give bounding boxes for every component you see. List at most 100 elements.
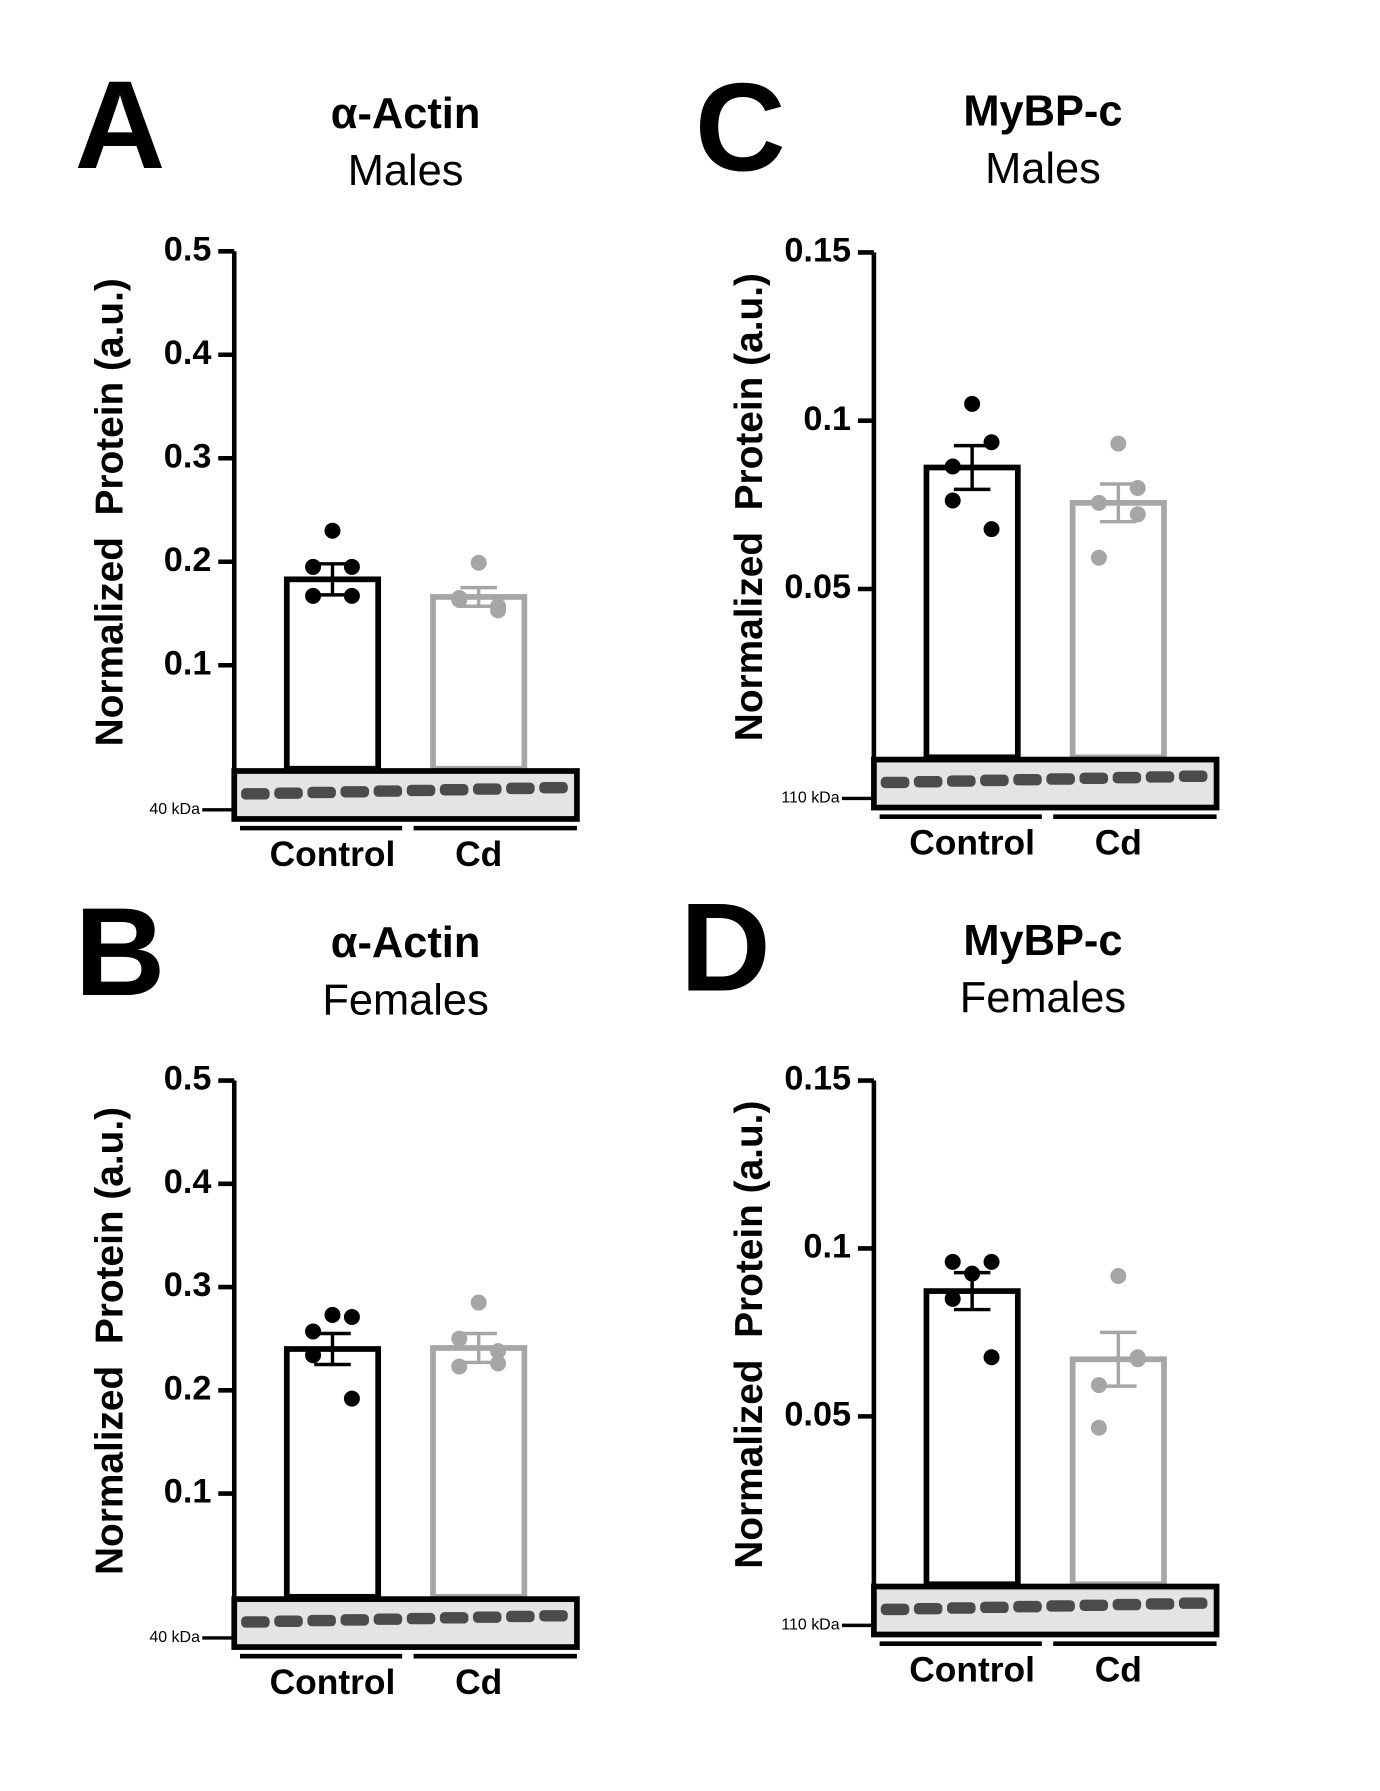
blot-band	[1145, 1598, 1175, 1610]
x-tick-label: Cd	[455, 1662, 502, 1702]
y-tick-label: 0.5	[164, 1060, 212, 1098]
panel-letter: D	[680, 876, 771, 1017]
data-point	[343, 1309, 360, 1325]
kda-label: 40 kDa	[149, 1629, 200, 1646]
data-point	[1129, 1351, 1146, 1368]
data-point	[490, 598, 507, 615]
blot-band	[946, 1602, 976, 1614]
panel-letter: A	[75, 54, 166, 195]
x-tick-label: Cd	[455, 834, 502, 874]
data-point	[1129, 480, 1146, 497]
data-point	[343, 1390, 360, 1407]
data-point	[451, 1358, 468, 1375]
blot-band	[340, 1614, 370, 1626]
bar	[1069, 499, 1167, 761]
blot-band	[472, 1611, 502, 1623]
data-point	[944, 1290, 961, 1307]
data-point	[305, 1323, 322, 1340]
bar	[283, 576, 382, 772]
x-tick-label: Control	[909, 823, 1035, 863]
data-point	[305, 1347, 322, 1364]
data-point	[944, 492, 961, 509]
chart-subtitle: Males	[348, 147, 464, 195]
data-point	[470, 1294, 487, 1311]
chart-title: α-Actin	[331, 90, 481, 138]
blot-band	[913, 1602, 943, 1615]
data-point	[490, 1355, 507, 1372]
y-tick-label: 0.3	[164, 437, 212, 475]
blot-band	[506, 1610, 535, 1623]
bar	[430, 594, 528, 772]
chart-subtitle: Females	[960, 974, 1126, 1022]
blot-band	[880, 1603, 910, 1616]
x-tick-label: Cd	[1095, 1650, 1142, 1690]
chart-title: MyBP-c	[963, 88, 1122, 136]
blot-band	[1112, 1598, 1142, 1611]
blot-band	[1178, 770, 1208, 782]
blot-band	[373, 785, 403, 797]
blot-band	[241, 1616, 270, 1628]
panel-letter: B	[75, 881, 166, 1022]
x-tick-label: Control	[270, 834, 396, 874]
blot-band	[1079, 1599, 1109, 1611]
bar	[923, 464, 1021, 761]
y-tick-label: 0.3	[164, 1266, 212, 1304]
y-tick-label: 0.2	[164, 541, 212, 579]
blot-band	[439, 1612, 469, 1624]
data-point	[1110, 435, 1127, 452]
data-point	[470, 554, 487, 571]
chart-subtitle: Males	[985, 145, 1101, 193]
blot-band	[373, 1613, 403, 1625]
y-tick-label: 0.05	[784, 568, 851, 606]
kda-label: 110 kDa	[781, 1617, 839, 1634]
blot-band	[1112, 771, 1142, 784]
y-axis-label: Normalized Protein (a.u.)	[728, 1101, 771, 1569]
data-point	[944, 1253, 961, 1270]
blot-band	[274, 787, 303, 799]
data-point	[983, 1253, 1000, 1270]
y-tick-label: 0.4	[164, 334, 212, 372]
kda-label: 40 kDa	[149, 801, 200, 818]
bar	[283, 1346, 382, 1600]
kda-label: 110 kDa	[781, 790, 839, 807]
bar	[430, 1345, 528, 1600]
y-tick-label: 0.1	[803, 1227, 851, 1265]
data-point	[1090, 494, 1107, 511]
data-point	[964, 395, 981, 412]
data-point	[983, 521, 1000, 538]
data-point	[983, 1349, 1000, 1366]
y-tick-label: 0.15	[784, 1060, 851, 1098]
y-tick-label: 0.1	[164, 644, 212, 682]
chart-subtitle: Females	[322, 976, 488, 1024]
y-tick-label: 0.1	[164, 1473, 212, 1511]
blot-band	[1013, 773, 1042, 786]
data-point	[305, 587, 322, 604]
chart-title: α-Actin	[331, 919, 481, 967]
y-tick-label: 0.15	[784, 231, 851, 269]
y-tick-label: 0.5	[164, 230, 212, 268]
data-point	[451, 592, 468, 609]
x-tick-label: Control	[270, 1662, 396, 1702]
chart-title: MyBP-c	[963, 917, 1122, 965]
y-tick-label: 0.2	[164, 1369, 212, 1407]
x-tick-label: Cd	[1095, 823, 1142, 863]
blot-band	[1145, 771, 1175, 783]
y-tick-label: 0.4	[164, 1163, 212, 1201]
blot-band	[980, 774, 1009, 787]
y-axis-label: Normalized Protein (a.u.)	[88, 1107, 131, 1575]
blot-band	[1013, 1600, 1042, 1613]
y-tick-label: 0.1	[803, 400, 851, 438]
y-axis-label: Normalized Protein (a.u.)	[88, 278, 131, 746]
data-point	[1090, 1419, 1107, 1436]
blot-band	[241, 788, 270, 800]
blot-band	[1046, 773, 1075, 785]
blot-band	[880, 776, 910, 789]
blot-band	[506, 782, 535, 795]
data-point	[964, 1265, 981, 1282]
data-point	[305, 558, 322, 575]
data-point	[1090, 549, 1107, 566]
data-point	[324, 522, 341, 539]
y-axis-label: Normalized Protein (a.u.)	[728, 273, 771, 741]
data-point	[1129, 506, 1146, 523]
